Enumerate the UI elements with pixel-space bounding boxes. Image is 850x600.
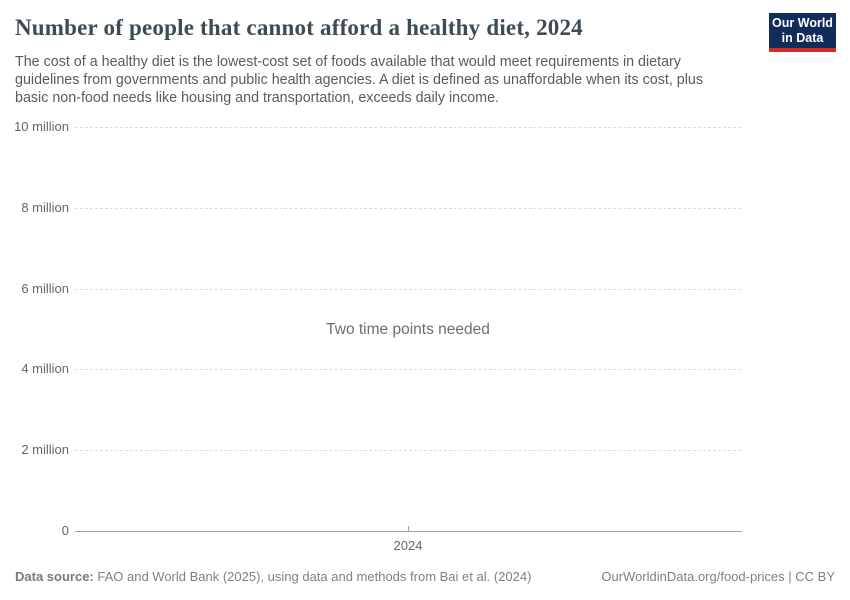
x-axis-tick-label: 2024: [393, 538, 423, 553]
data-source-text: FAO and World Bank (2025), using data an…: [93, 569, 532, 584]
owid-url-license-link[interactable]: OurWorldinData.org/food-prices | CC BY: [601, 569, 835, 584]
x-axis-tick: [408, 526, 409, 531]
gridline: [75, 207, 741, 209]
chart-title: Number of people that cannot afford a he…: [15, 15, 583, 40]
y-axis-tick-label: 0: [61, 523, 69, 538]
data-source-note: Data source: FAO and World Bank (2025), …: [15, 569, 531, 584]
y-axis-tick-label: 8 million: [21, 199, 69, 215]
owid-logo[interactable]: Our World in Data: [769, 13, 836, 52]
empty-chart-message: Two time points needed: [326, 321, 490, 338]
gridline: [75, 450, 741, 452]
y-axis-tick-label: 10 million: [14, 119, 69, 134]
gridline: [75, 127, 741, 128]
gridline: [75, 369, 741, 371]
y-axis-tick-label: 2 million: [21, 442, 69, 458]
data-source-label: Data source:: [15, 569, 94, 584]
y-axis-tick-label: 4 million: [21, 361, 69, 377]
x-axis-line: [75, 531, 742, 532]
owid-logo-line1: Our World: [772, 16, 833, 30]
gridline: [75, 288, 741, 290]
chart-subtitle: The cost of a healthy diet is the lowest…: [15, 54, 704, 107]
y-axis-tick-label: 6 million: [21, 280, 69, 296]
owid-logo-line2: in Data: [781, 31, 824, 45]
